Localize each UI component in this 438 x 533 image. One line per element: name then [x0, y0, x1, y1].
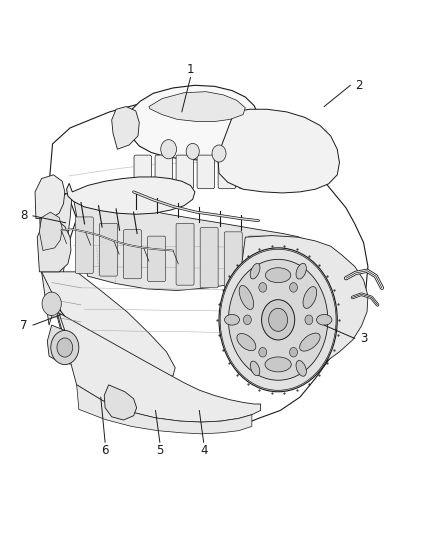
FancyBboxPatch shape	[155, 155, 173, 189]
Circle shape	[259, 282, 267, 292]
Polygon shape	[35, 175, 65, 219]
Polygon shape	[42, 192, 72, 325]
Ellipse shape	[317, 314, 332, 325]
Ellipse shape	[303, 287, 317, 309]
FancyBboxPatch shape	[134, 155, 152, 189]
Circle shape	[51, 330, 79, 365]
Text: 5: 5	[156, 444, 163, 457]
Ellipse shape	[265, 357, 291, 372]
FancyBboxPatch shape	[224, 232, 242, 290]
Text: 2: 2	[355, 79, 363, 92]
Polygon shape	[57, 312, 261, 422]
Circle shape	[229, 260, 328, 380]
Polygon shape	[39, 99, 368, 424]
Circle shape	[244, 315, 251, 325]
FancyBboxPatch shape	[248, 236, 266, 293]
FancyBboxPatch shape	[239, 155, 257, 189]
FancyBboxPatch shape	[75, 217, 93, 273]
Circle shape	[57, 338, 73, 357]
FancyBboxPatch shape	[200, 228, 218, 288]
Text: 3: 3	[360, 332, 367, 345]
Circle shape	[290, 282, 297, 292]
Polygon shape	[72, 192, 315, 290]
Polygon shape	[149, 92, 245, 122]
Ellipse shape	[265, 268, 291, 282]
Ellipse shape	[296, 263, 306, 279]
Polygon shape	[234, 236, 368, 377]
Polygon shape	[47, 325, 72, 361]
FancyBboxPatch shape	[176, 223, 194, 285]
Polygon shape	[37, 219, 71, 272]
Ellipse shape	[239, 286, 254, 310]
FancyBboxPatch shape	[176, 155, 194, 189]
Circle shape	[212, 145, 226, 162]
FancyBboxPatch shape	[218, 155, 236, 189]
FancyBboxPatch shape	[124, 230, 141, 279]
FancyBboxPatch shape	[148, 236, 166, 281]
Ellipse shape	[225, 314, 240, 325]
Circle shape	[268, 308, 288, 332]
Polygon shape	[127, 85, 261, 160]
Circle shape	[305, 315, 313, 325]
Circle shape	[219, 248, 337, 392]
Ellipse shape	[250, 263, 260, 279]
Polygon shape	[218, 109, 339, 193]
Text: 8: 8	[21, 209, 28, 222]
Circle shape	[290, 348, 297, 357]
Text: 6: 6	[101, 444, 109, 457]
Circle shape	[161, 140, 177, 159]
Text: 4: 4	[200, 444, 208, 457]
FancyBboxPatch shape	[99, 223, 117, 276]
Ellipse shape	[251, 361, 260, 376]
Ellipse shape	[237, 334, 256, 351]
Polygon shape	[39, 212, 62, 251]
Polygon shape	[77, 385, 252, 434]
Polygon shape	[42, 272, 175, 381]
Circle shape	[259, 348, 267, 357]
Ellipse shape	[296, 360, 306, 376]
Circle shape	[261, 300, 295, 340]
Polygon shape	[112, 107, 139, 149]
Polygon shape	[67, 177, 195, 214]
Polygon shape	[104, 385, 137, 420]
FancyBboxPatch shape	[197, 155, 215, 189]
Text: 1: 1	[187, 63, 194, 76]
Circle shape	[186, 143, 199, 159]
Circle shape	[42, 292, 61, 316]
Ellipse shape	[300, 333, 320, 351]
Text: 7: 7	[20, 319, 28, 332]
